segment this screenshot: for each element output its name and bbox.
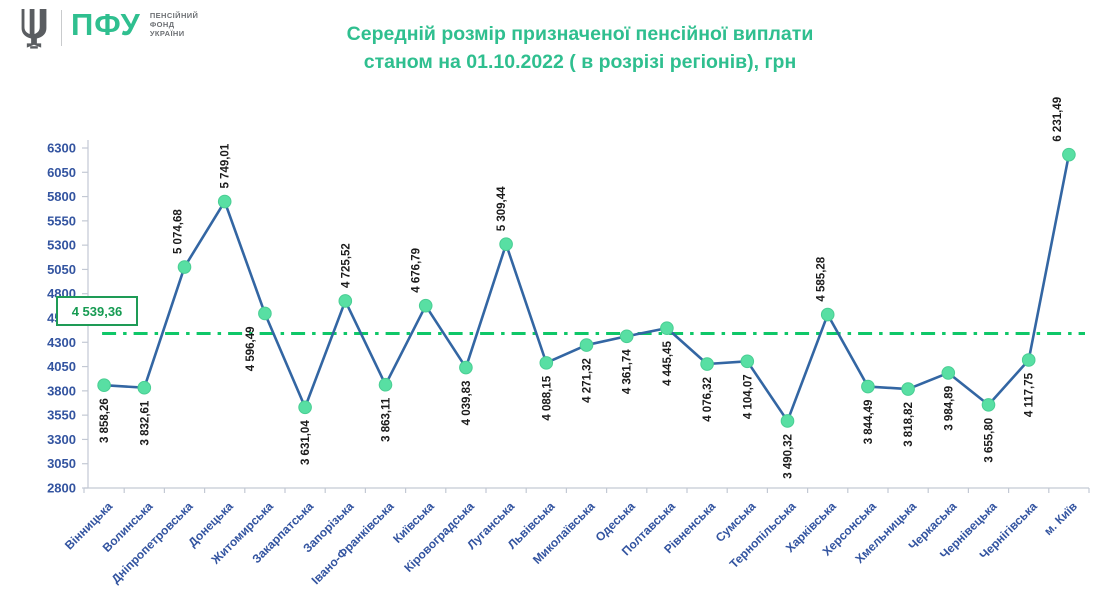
data-point-label: 4 271,32 — [582, 358, 594, 403]
data-point — [901, 382, 915, 396]
data-point — [258, 306, 272, 321]
data-point-label: 4 076,32 — [702, 377, 714, 422]
data-point-label: 6 231,49 — [1052, 97, 1064, 142]
data-point — [459, 360, 473, 375]
data-point-label: 4 596,49 — [245, 326, 257, 371]
data-point-label: 3 984,89 — [943, 386, 955, 431]
y-axis-tick-label: 4050 — [47, 359, 76, 374]
data-point — [298, 400, 312, 415]
data-point — [499, 237, 513, 252]
data-point — [981, 398, 996, 412]
data-point-label: 3 832,61 — [139, 400, 151, 445]
data-point-label: 4 445,45 — [662, 341, 674, 386]
data-point — [217, 194, 232, 209]
data-point — [579, 338, 594, 352]
y-axis-tick-label: 2800 — [47, 481, 76, 496]
x-axis-label: м. Київ — [1041, 499, 1080, 538]
average-value-box: 4 539,36 — [56, 296, 138, 326]
data-point — [177, 260, 192, 274]
logo-abbr: ПФУ — [71, 7, 141, 42]
data-point-label: 5 074,68 — [173, 209, 185, 254]
data-point — [378, 377, 393, 392]
data-point — [740, 354, 755, 369]
data-point-label: 3 490,32 — [783, 434, 795, 479]
chart-title-line2: станом на 01.10.2022 ( в розрізі регіоні… — [363, 51, 797, 73]
logo-org-line: ПЕНСІЙНИЙ — [149, 11, 199, 20]
data-point-label: 3 863,11 — [381, 397, 393, 442]
data-point-label: 3 858,26 — [99, 398, 111, 443]
y-axis-tick-label: 3050 — [47, 456, 76, 471]
data-point — [820, 307, 835, 322]
pfu-logo: ПФУ ПЕНСІЙНИЙ ФОНД УКРАЇНИ — [16, 8, 198, 50]
logo-org-line: ФОНД — [149, 20, 175, 29]
data-point — [338, 294, 353, 308]
data-point — [418, 298, 433, 313]
chart-title: Середній розмір призначеної пенсійної ви… — [130, 20, 1030, 76]
y-axis-tick-label: 3300 — [47, 432, 76, 447]
tryzub-trident-icon — [21, 8, 47, 49]
data-point-label: 3 655,80 — [984, 418, 996, 463]
chart-title-line1: Середній розмір призначеної пенсійної ви… — [346, 23, 814, 45]
data-point-label: 4 117,75 — [1024, 372, 1036, 417]
data-point-label: 3 818,82 — [903, 402, 915, 447]
data-point-label: 4 039,83 — [461, 381, 473, 426]
data-point-label: 5 309,44 — [496, 186, 508, 231]
data-point-label: 5 749,01 — [220, 143, 232, 188]
y-axis-tick-label: 5550 — [47, 213, 76, 228]
average-value-label: 4 539,36 — [71, 303, 123, 319]
data-point-label: 3 844,49 — [863, 400, 875, 445]
data-point — [1021, 353, 1036, 367]
data-point — [780, 414, 795, 428]
y-axis-tick-label: 5300 — [47, 238, 76, 253]
y-axis-tick-label: 3800 — [47, 383, 76, 398]
data-point — [137, 380, 152, 395]
data-point-label: 4 361,74 — [622, 349, 634, 394]
data-point-label: 4 676,79 — [411, 248, 423, 293]
data-point — [660, 321, 674, 335]
data-point-label: 4 725,52 — [340, 243, 352, 288]
data-point — [941, 366, 956, 380]
y-axis-tick-label: 6300 — [47, 141, 76, 156]
y-axis-tick-label: 3550 — [47, 408, 76, 423]
logo-divider — [61, 10, 62, 46]
y-axis-tick-label: 6050 — [47, 165, 76, 180]
data-point-label: 4 104,07 — [742, 374, 754, 419]
y-axis-tick-label: 5050 — [47, 262, 76, 277]
logo-org-line: УКРАЇНИ — [149, 29, 185, 38]
data-point-label: 3 631,04 — [300, 420, 312, 465]
y-axis-tick-label: 4300 — [47, 335, 76, 350]
data-point — [700, 357, 714, 371]
data-point-label: 4 088,15 — [541, 375, 553, 420]
logo-org-name: ПЕНСІЙНИЙ ФОНД УКРАЇНИ — [150, 11, 199, 38]
data-point — [97, 378, 111, 392]
x-axis-label: Кіровоградська — [401, 499, 477, 575]
data-point-label: 4 585,28 — [816, 256, 828, 301]
data-point — [619, 329, 634, 344]
data-point — [539, 356, 554, 370]
data-point — [861, 379, 875, 394]
y-axis-tick-label: 5800 — [47, 189, 76, 204]
data-point — [1062, 147, 1076, 162]
